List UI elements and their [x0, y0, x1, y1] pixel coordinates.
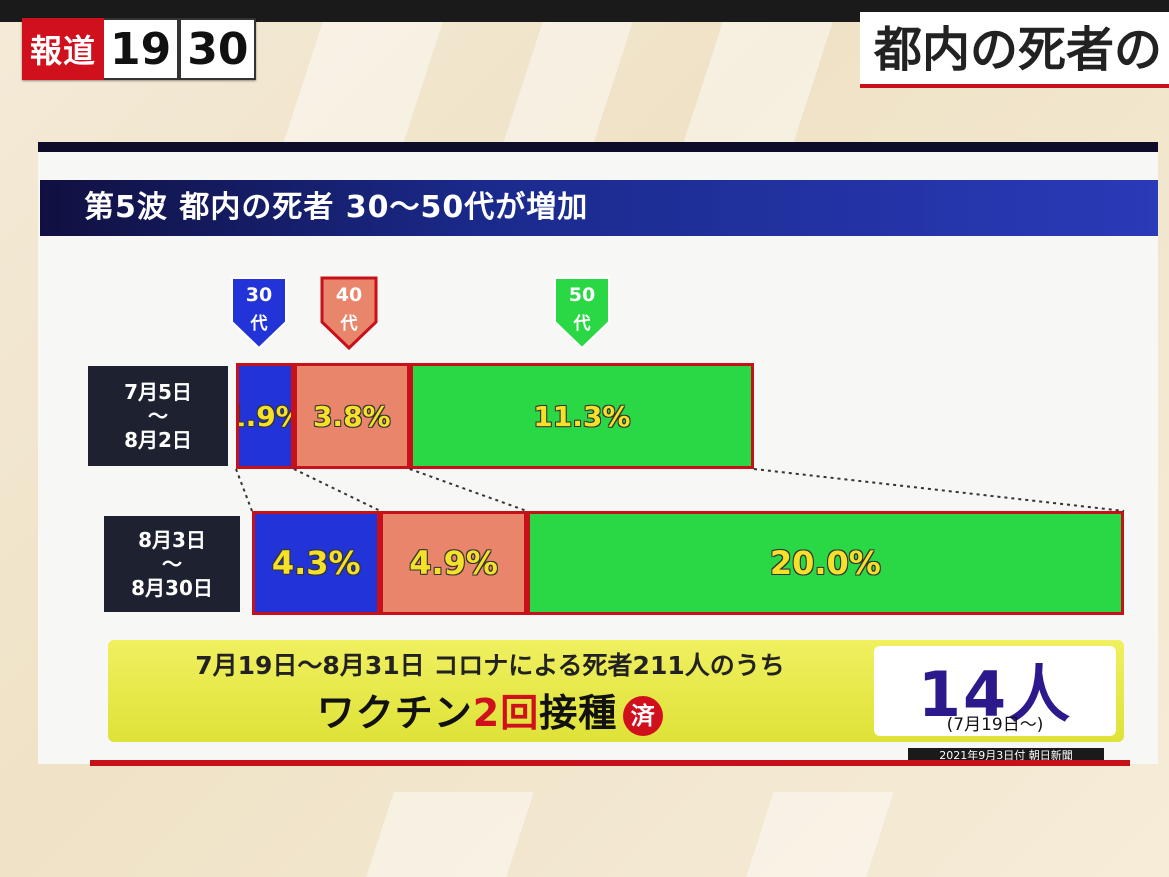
bar-row2-40s: 4.9% — [380, 511, 527, 615]
vaccine-caption: 7月19日〜8月31日 コロナによる死者211人のうち — [195, 651, 785, 680]
bar-row1-30s: 1.9% — [236, 363, 294, 469]
program-logo-hour: 19 — [104, 18, 180, 80]
vaccinated-death-count: 14人 — [917, 658, 1073, 731]
program-logo-station: 報道 — [22, 18, 105, 80]
connector-line — [235, 468, 253, 512]
program-logo-minute: 30 — [179, 18, 257, 80]
vaccine-heading-doses: 2回 — [472, 691, 540, 735]
headline: 都内の死者の — [860, 12, 1169, 88]
count-note: (7月19日〜) — [946, 715, 1044, 735]
bar-row1-50s: 11.3% — [409, 363, 754, 469]
period-1-end: 8月2日 — [124, 428, 192, 452]
chart-title: 第5波 都内の死者 30〜50代が増加 — [40, 180, 1158, 236]
period-1-start: 7月5日 — [124, 380, 192, 404]
program-logo: 報道 19 30 — [22, 18, 257, 80]
period-label-2: 8月3日 〜 8月30日 — [104, 516, 240, 612]
age-tag-40-num: 40 — [335, 284, 363, 306]
bar-row2-50s: 20.0% — [526, 511, 1124, 615]
period-2-end: 8月30日 — [131, 576, 213, 600]
connector-line — [753, 468, 1125, 512]
period-2-start: 8月3日 — [138, 528, 206, 552]
count-box — [874, 646, 1116, 736]
vaccine-heading-a: ワクチン — [316, 691, 473, 735]
age-tag-40-suffix: 代 — [340, 314, 358, 334]
period-1-separator: 〜 — [148, 404, 168, 428]
panel-bottom-rule — [90, 760, 1130, 766]
age-tag-30-num: 30 — [245, 284, 273, 306]
bar-row2-30s: 4.3% — [252, 511, 381, 615]
age-tag-30-suffix: 代 — [250, 314, 268, 334]
completed-badge: 済 — [623, 695, 664, 736]
period-2-separator: 〜 — [162, 552, 182, 576]
period-label-1: 7月5日 〜 8月2日 — [88, 366, 228, 466]
connector-line — [409, 468, 528, 512]
bar-row1-40s: 3.8% — [293, 363, 410, 469]
age-tag-40: 40 代 — [320, 276, 378, 350]
age-tag-50-num: 50 — [568, 284, 596, 306]
connector-line — [293, 468, 381, 512]
vaccine-heading-c: 接種 — [539, 691, 618, 735]
age-tag-50-suffix: 代 — [573, 314, 591, 334]
vaccine-heading: ワクチン2回接種済 — [110, 682, 870, 737]
age-tag-50: 50 代 — [553, 276, 611, 350]
age-tag-30: 30 代 — [230, 276, 288, 350]
